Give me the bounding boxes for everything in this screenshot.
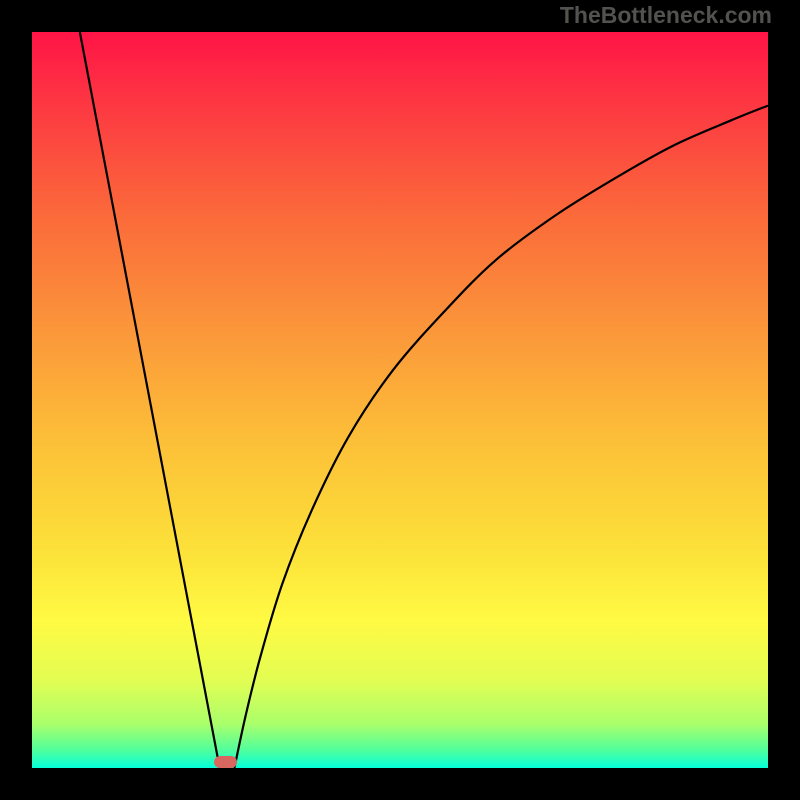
outer-frame: TheBottleneck.com [0,0,800,800]
valley-marker [214,756,238,768]
curve-layer [32,32,768,768]
right-curve [234,106,768,768]
plot-area [32,32,768,768]
watermark-text: TheBottleneck.com [560,2,772,29]
left-curve [80,32,220,768]
